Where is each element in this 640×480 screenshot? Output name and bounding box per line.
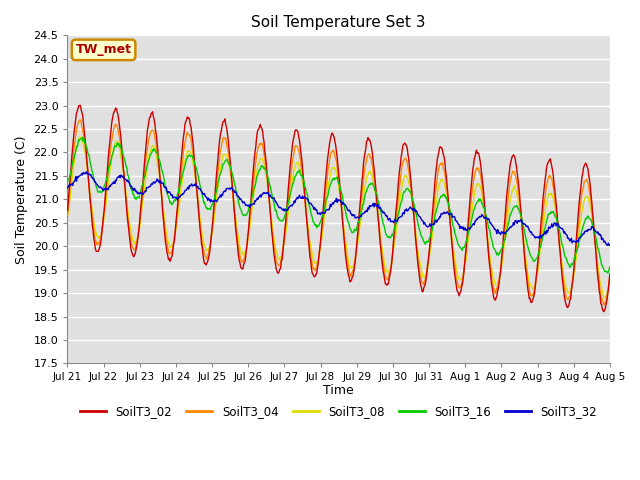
- X-axis label: Time: Time: [323, 384, 354, 397]
- Y-axis label: Soil Temperature (C): Soil Temperature (C): [15, 135, 28, 264]
- Text: TW_met: TW_met: [76, 43, 132, 56]
- Legend: SoilT3_02, SoilT3_04, SoilT3_08, SoilT3_16, SoilT3_32: SoilT3_02, SoilT3_04, SoilT3_08, SoilT3_…: [76, 401, 602, 423]
- Title: Soil Temperature Set 3: Soil Temperature Set 3: [252, 15, 426, 30]
